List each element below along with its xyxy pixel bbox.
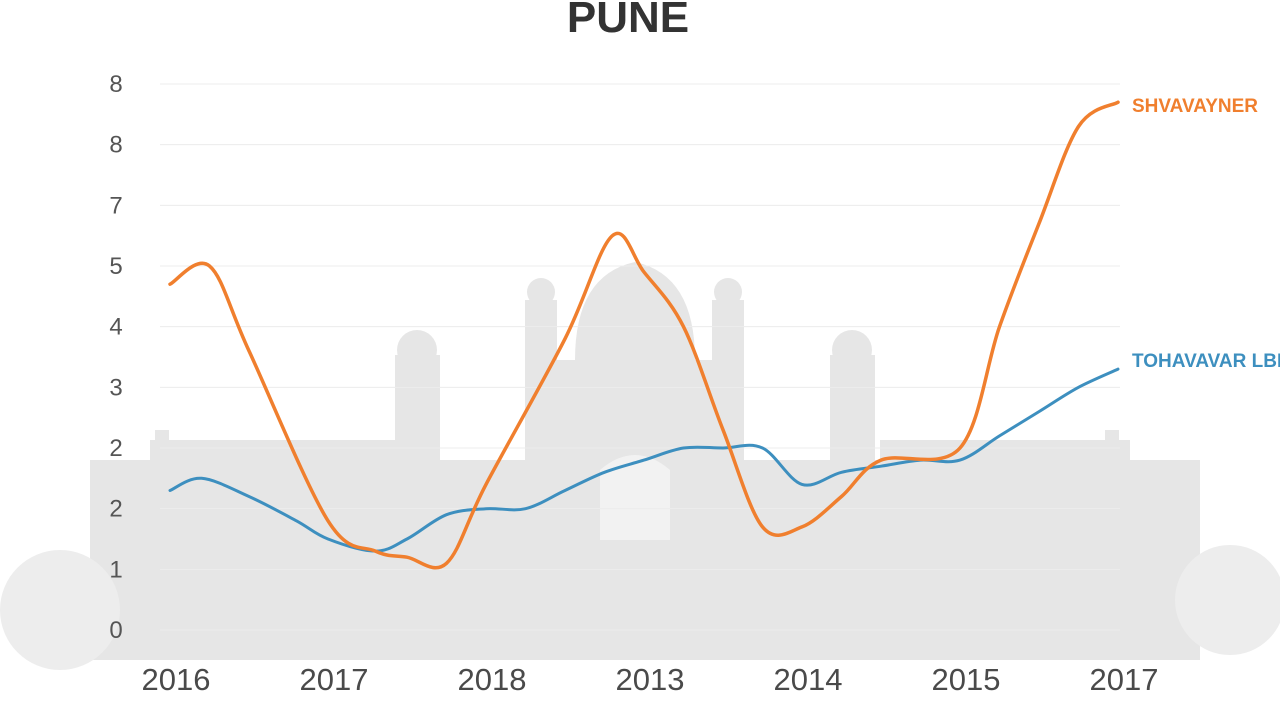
series-line [168,100,1120,570]
y-tick-label: 0 [109,617,122,644]
y-tick-label: 1 [109,556,122,583]
y-tick-label: 5 [109,253,122,280]
y-tick-label: 7 [109,192,122,219]
x-tick-label: 2013 [616,662,685,697]
series-legend-label: SHVAVAYNER [1132,96,1258,117]
x-tick-label: 2014 [774,662,843,697]
pune-monument-silhouette [0,262,1280,670]
x-tick-label: 2018 [458,662,527,697]
series-legend-label: TOHAVAVAR LBR [1132,351,1280,372]
y-tick-label: 8 [109,71,122,98]
y-tick-label: 8 [109,132,122,159]
y-tick-label: 2 [109,496,122,523]
x-tick-label: 2015 [932,662,1001,697]
x-tick-label: 2017 [300,662,369,697]
x-tick-label: 2016 [142,662,211,697]
y-tick-label: 3 [109,374,122,401]
y-tick-label: 2 [109,435,122,462]
y-tick-label: 4 [109,314,122,341]
series-line [168,367,1120,553]
x-tick-label: 2017 [1090,662,1159,697]
chart-title: PUNE [567,0,689,42]
